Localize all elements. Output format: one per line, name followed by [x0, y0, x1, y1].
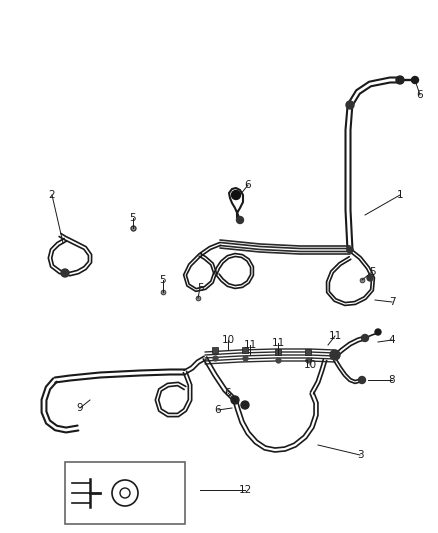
Circle shape — [241, 401, 249, 409]
Text: 5: 5 — [160, 275, 166, 285]
Text: 5: 5 — [197, 283, 203, 293]
Text: 7: 7 — [389, 297, 396, 307]
Circle shape — [237, 216, 244, 223]
Text: 2: 2 — [49, 190, 55, 200]
Bar — [65, 462, 185, 524]
Circle shape — [367, 275, 373, 281]
Text: 5: 5 — [130, 213, 136, 223]
Text: 6: 6 — [417, 90, 423, 100]
Circle shape — [375, 329, 381, 335]
Circle shape — [411, 77, 418, 84]
Text: 5: 5 — [369, 267, 375, 277]
Circle shape — [396, 76, 404, 84]
Circle shape — [347, 247, 353, 253]
Circle shape — [231, 396, 239, 404]
Text: 9: 9 — [77, 403, 83, 413]
Text: 6: 6 — [225, 388, 231, 398]
Circle shape — [346, 101, 354, 109]
Circle shape — [361, 335, 368, 342]
Text: 10: 10 — [222, 335, 235, 345]
Text: 11: 11 — [272, 338, 285, 348]
Circle shape — [62, 270, 68, 276]
Circle shape — [330, 350, 340, 360]
Text: 8: 8 — [389, 375, 396, 385]
Circle shape — [232, 190, 240, 199]
Text: 10: 10 — [304, 360, 317, 370]
Text: 3: 3 — [357, 450, 363, 460]
Text: 12: 12 — [238, 485, 251, 495]
Text: 11: 11 — [328, 331, 342, 341]
Text: 11: 11 — [244, 340, 257, 350]
Circle shape — [61, 269, 69, 277]
Text: 6: 6 — [245, 180, 251, 190]
Circle shape — [358, 376, 365, 384]
Text: 4: 4 — [389, 335, 396, 345]
Text: 6: 6 — [215, 405, 221, 415]
Text: 1: 1 — [397, 190, 403, 200]
